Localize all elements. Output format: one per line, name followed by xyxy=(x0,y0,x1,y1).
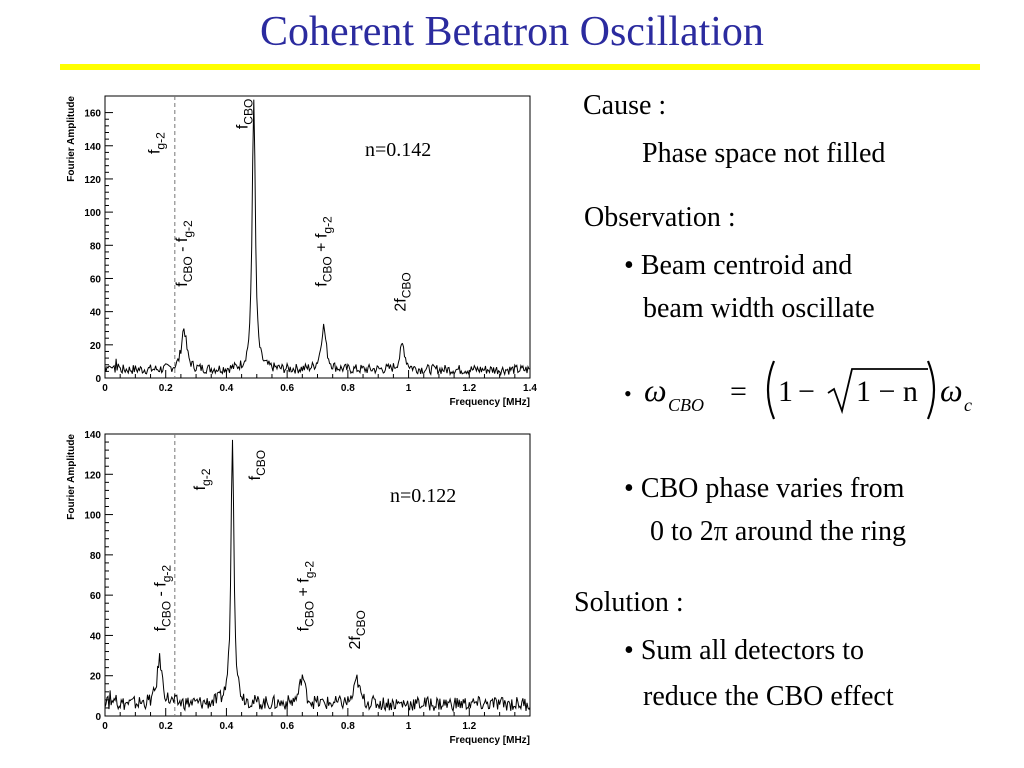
formula-right-paren xyxy=(926,360,936,420)
x-axis-label: Frequency [MHz] xyxy=(449,397,530,408)
formula-omega: ω xyxy=(644,372,667,408)
y-tick-label: 80 xyxy=(90,241,102,252)
x-tick-label: 0.6 xyxy=(280,721,294,732)
peak-label: 2fCBO xyxy=(393,272,414,311)
solution-bullet-cont: reduce the CBO effect xyxy=(643,681,894,712)
cause-text: Phase space not filled xyxy=(642,138,886,169)
x-tick-label: 0.4 xyxy=(219,721,233,732)
peak-label: fCBO + fg-2 xyxy=(295,561,316,632)
observation-bullet-1: Beam centroid and xyxy=(624,250,852,282)
y-tick-label: 20 xyxy=(90,341,102,352)
y-tick-label: 120 xyxy=(84,470,101,481)
y-tick-label: 60 xyxy=(90,591,102,602)
y-tick-label: 20 xyxy=(90,672,102,683)
x-tick-label: 0.8 xyxy=(341,383,355,394)
formula-omega-c-sub: c xyxy=(964,395,972,415)
y-axis-label: Fourier Amplitude xyxy=(66,434,77,520)
observation-bullet-1-cont: beam width oscillate xyxy=(643,293,875,324)
fft-chart-top: 0 20 40 60 80 100 120 140 160 0 0.2 0.4 0.6 0.8 1 1.2 1.… xyxy=(66,95,537,408)
fft-chart-bottom: 0 20 40 60 80 100 120 140 0 0.2 0.4 0.6 0.8 1 1.2 Frequ… xyxy=(66,430,531,746)
y-tick-label: 0 xyxy=(95,374,101,385)
y-tick-label: 140 xyxy=(84,142,101,153)
x-tick-label: 1 xyxy=(406,721,412,732)
peak-label: fg-2 xyxy=(192,468,213,490)
n-value-annotation: n=0.122 xyxy=(390,485,456,507)
x-tick-label: 0.4 xyxy=(219,383,233,394)
spectrum-trace xyxy=(104,439,531,713)
formula-omega-c: ω xyxy=(940,372,963,408)
y-tick-label: 40 xyxy=(90,308,102,319)
formula-bullet: • xyxy=(624,381,632,406)
formula-equals: = xyxy=(730,375,747,408)
y-tick-label: 0 xyxy=(95,712,101,723)
solution-bullet: Sum all detectors to xyxy=(624,635,864,667)
x-tick-label: 0.8 xyxy=(341,721,355,732)
peak-label: fg-2 xyxy=(147,132,168,154)
x-tick-label: 0 xyxy=(102,383,108,394)
y-tick-label: 100 xyxy=(84,511,101,522)
x-tick-label: 1.2 xyxy=(462,721,476,732)
x-tick-label: 0 xyxy=(102,721,108,732)
x-tick-label: 0.2 xyxy=(159,383,173,394)
y-tick-label: 100 xyxy=(84,208,101,219)
cause-heading: Cause : xyxy=(583,90,667,121)
y-tick-label: 120 xyxy=(84,175,101,186)
observation-heading: Observation : xyxy=(584,202,736,233)
formula-sqrt-arg: 1 − n xyxy=(856,375,918,408)
slide-title: Coherent Betatron Oscillation xyxy=(260,9,764,55)
formula-sqrt-sign xyxy=(827,368,928,415)
cbo-frequency-formula: • ω CBO = 1 − 1 − n ω c xyxy=(624,360,972,420)
n-value-annotation: n=0.142 xyxy=(365,139,431,161)
y-tick-label: 40 xyxy=(90,631,102,642)
formula-minus: − xyxy=(798,375,815,408)
peak-label: fCBO - fg-2 xyxy=(174,220,195,287)
peak-label: 2fCBO xyxy=(347,610,368,649)
x-tick-label: 1.4 xyxy=(523,383,537,394)
peak-label: fCBO xyxy=(247,450,268,480)
observation-bullet-3-cont: 0 to 2π around the ring xyxy=(650,516,906,547)
observation-bullet-3: CBO phase varies from xyxy=(624,473,905,505)
x-tick-label: 1.2 xyxy=(462,383,476,394)
y-tick-label: 80 xyxy=(90,551,102,562)
y-tick-label: 60 xyxy=(90,274,102,285)
x-tick-label: 0.2 xyxy=(159,721,173,732)
formula-one: 1 xyxy=(778,375,793,408)
peak-label: fCBO - fg-2 xyxy=(153,565,174,632)
y-axis-label: Fourier Amplitude xyxy=(66,96,77,182)
x-tick-label: 1 xyxy=(406,383,412,394)
formula-omega-sub: CBO xyxy=(668,395,704,415)
x-tick-label: 0.6 xyxy=(280,383,294,394)
y-tick-label: 140 xyxy=(84,430,101,441)
spectrum-trace xyxy=(104,99,531,377)
formula-left-paren xyxy=(766,360,776,420)
peak-label: fCBO + fg-2 xyxy=(314,216,335,287)
x-axis-label: Frequency [MHz] xyxy=(449,735,530,746)
peak-label: fCBO xyxy=(235,99,256,129)
y-tick-label: 160 xyxy=(84,109,101,120)
solution-heading: Solution : xyxy=(574,587,684,618)
title-underline xyxy=(60,64,980,70)
